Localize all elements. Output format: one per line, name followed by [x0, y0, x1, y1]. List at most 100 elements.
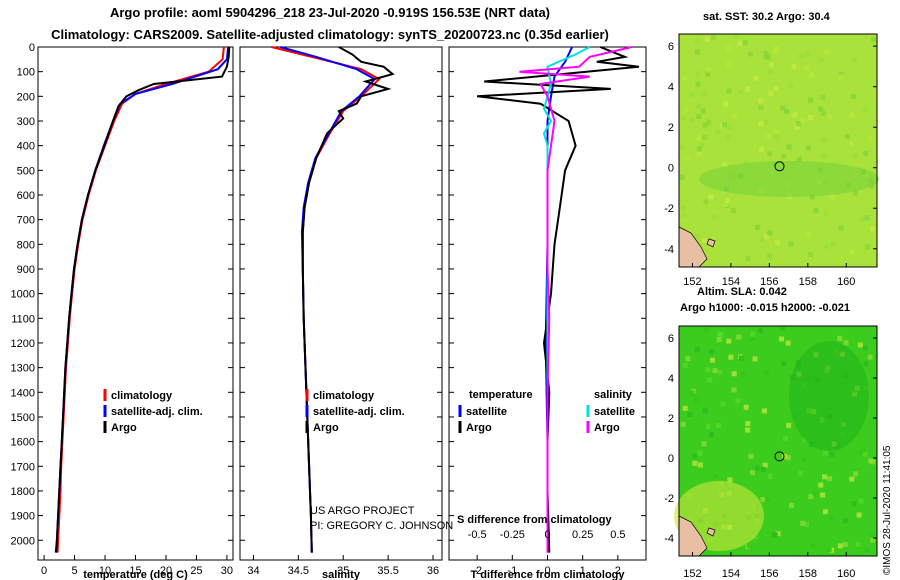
y-tick-label: 1200 — [11, 338, 35, 350]
legend-label: Argo — [111, 422, 137, 434]
map-texture-cell — [769, 62, 775, 68]
map-texture-cell — [827, 476, 833, 481]
map-texture-cell — [705, 71, 711, 77]
x2-tick-label: -0.25 — [500, 529, 525, 541]
map-texture-cell — [731, 371, 737, 377]
argo-float-marker — [774, 451, 785, 462]
sla-map-title-1: Altim. SLA: 0.042 — [697, 286, 787, 298]
map-texture-cell — [722, 102, 728, 108]
map-texture-cell — [768, 91, 774, 97]
map-texture-cell — [736, 334, 742, 340]
map-texture-cell — [760, 466, 766, 472]
map-texture-cell — [765, 496, 770, 502]
map-texture-cell — [694, 347, 700, 353]
legend-title-temperature: temperature — [469, 389, 533, 401]
temperature-series-satellite-adj-clim- — [54, 46, 230, 553]
map-texture-cell — [862, 451, 868, 457]
map-texture-cell — [804, 522, 809, 528]
map-texture-cell — [702, 408, 708, 414]
map-texture-cell — [702, 122, 708, 128]
map-texture-cell — [694, 233, 700, 239]
map-texture-cell — [786, 422, 792, 428]
salinity-series-satellite-adj-clim- — [280, 46, 377, 553]
map-texture-cell — [701, 441, 707, 447]
map-texture-cell — [758, 104, 764, 110]
temperature-series-argo — [55, 46, 231, 553]
lon-tick-label: 156 — [760, 568, 778, 580]
map-texture-cell — [726, 88, 732, 94]
map-texture-cell — [838, 225, 844, 231]
legend-label: satellite — [594, 406, 635, 418]
map-texture-cell — [743, 160, 749, 166]
map-texture-cell — [715, 129, 721, 135]
map-texture-cell — [829, 452, 835, 458]
legend-label: climatology — [313, 390, 375, 402]
map-texture-cell — [857, 342, 863, 348]
map-texture-cell — [796, 156, 802, 162]
map-texture-cell — [680, 115, 686, 121]
map-texture-cell — [702, 134, 708, 140]
map-texture-cell — [809, 72, 814, 78]
lon-tick-label: 152 — [683, 568, 701, 580]
x-tick-label: 34 — [247, 565, 259, 577]
map-texture-cell — [716, 423, 722, 428]
map-texture-cell — [752, 356, 758, 362]
x-tick-label: 0 — [41, 565, 47, 577]
lat-tick-label: 0 — [668, 453, 674, 465]
map-texture-cell — [827, 113, 833, 119]
map-texture-cell — [685, 356, 691, 362]
map-texture-cell — [849, 112, 855, 118]
map-texture-cell — [853, 471, 859, 477]
map-texture-cell — [706, 423, 711, 429]
map-texture-cell — [800, 118, 806, 124]
map-texture-cell — [688, 117, 694, 123]
map-texture-cell — [867, 354, 873, 360]
map-texture-cell — [695, 103, 701, 109]
y-tick-label: 200 — [17, 91, 35, 103]
map-texture-cell — [742, 40, 748, 46]
map-texture-cell — [699, 142, 705, 148]
map-texture-cell — [730, 208, 736, 213]
map-texture-cell — [851, 57, 857, 63]
x-tick-label: 30 — [221, 565, 233, 577]
x-tick-label: 20 — [160, 565, 172, 577]
map-texture-cell — [864, 244, 870, 250]
map-texture-cell — [808, 115, 813, 121]
island — [706, 238, 716, 248]
map-texture-cell — [805, 51, 811, 57]
map-texture-cell — [753, 75, 759, 81]
map-texture-cell — [818, 57, 824, 63]
map-texture-cell — [870, 37, 876, 43]
argo-float-marker — [774, 161, 785, 172]
map-texture-cell — [829, 515, 835, 521]
x-tick-label: 25 — [190, 565, 202, 577]
map-texture-cell — [727, 477, 733, 483]
map-texture-cell — [870, 537, 876, 543]
lon-tick-label: 158 — [799, 568, 817, 580]
map-texture-cell — [849, 476, 855, 482]
map-texture-cell — [711, 214, 717, 220]
map-texture-cell — [750, 470, 755, 476]
sst-map — [678, 33, 879, 268]
map-texture-cell — [818, 106, 824, 112]
y-tick-label: 500 — [17, 165, 35, 177]
difference-series-temperature-argo — [476, 46, 640, 553]
map-texture-cell — [820, 110, 826, 116]
map-texture-cell — [779, 336, 784, 342]
y-tick-label: 600 — [17, 190, 35, 202]
map-texture-cell — [682, 405, 688, 411]
sst-band — [699, 161, 879, 197]
y-tick-label: 2000 — [11, 535, 35, 547]
map-texture-cell — [798, 470, 804, 476]
map-texture-cell — [750, 331, 756, 337]
map-texture-cell — [680, 421, 686, 427]
map-texture-cell — [780, 105, 786, 111]
map-texture-cell — [745, 421, 751, 427]
map-texture-cell — [796, 121, 802, 127]
map-texture-cell — [703, 199, 709, 205]
map-texture-cell — [794, 125, 800, 131]
map-texture-cell — [749, 336, 755, 342]
map-texture-cell — [767, 253, 772, 259]
map-texture-cell — [764, 234, 770, 240]
sst-map-frame — [678, 33, 878, 268]
